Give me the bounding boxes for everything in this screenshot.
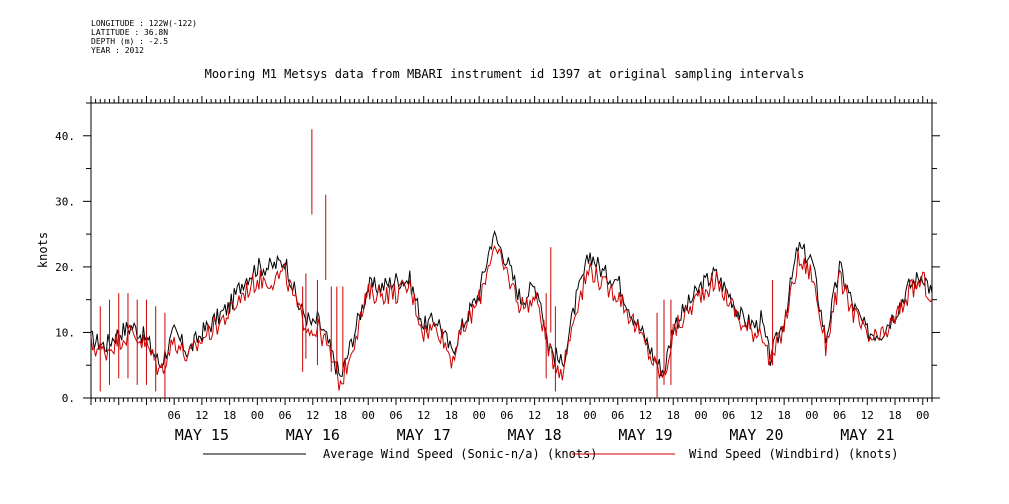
series-line-average-wind-speed: [90, 229, 933, 377]
latitude-label: LATITUDE : 36.8N: [91, 28, 169, 37]
series-line-windbird-wind-speed: [90, 245, 933, 391]
x-hour-tick-label: 06: [278, 409, 291, 422]
x-hour-tick-label: 06: [389, 409, 402, 422]
x-hour-tick-label: 06: [833, 409, 846, 422]
x-hour-tick-label: 00: [473, 409, 486, 422]
legend-label-windbird: Wind Speed (Windbird) (knots): [689, 447, 899, 461]
longitude-label: LONGITUDE : 122W(-122): [91, 19, 197, 28]
chart-title: Mooring M1 Metsys data from MBARI instru…: [204, 67, 805, 81]
x-day-label: MAY 21: [840, 426, 894, 444]
series-layer: [90, 129, 933, 398]
x-hour-tick-label: 18: [334, 409, 347, 422]
depth-label: DEPTH (m) : -2.5: [91, 37, 169, 46]
legend-label-average: Average Wind Speed (Sonic-n/a) (knots): [323, 447, 598, 461]
x-day-label: MAY 16: [286, 426, 340, 444]
x-hour-tick-label: 06: [722, 409, 735, 422]
x-hour-tick-label: 18: [778, 409, 791, 422]
x-hour-tick-label: 12: [750, 409, 763, 422]
x-day-label: MAY 18: [508, 426, 562, 444]
x-hour-tick-label: 12: [639, 409, 652, 422]
x-hour-tick-label: 12: [195, 409, 208, 422]
x-hour-tick-label: 12: [306, 409, 319, 422]
x-hour-tick-label: 18: [556, 409, 569, 422]
x-hour-tick-label: 06: [500, 409, 513, 422]
x-hour-tick-label: 18: [223, 409, 236, 422]
legend: Average Wind Speed (Sonic-n/a) (knots) Wi…: [203, 447, 899, 461]
axis-labels: 0. 10. 20. 30. 40. knots 06 12 18 00 06 12 18 00 06 12 1…: [36, 130, 929, 444]
x-hour-tick-label: 00: [694, 409, 707, 422]
year-label: YEAR : 2012: [91, 46, 144, 55]
x-hour-tick-label: 00: [251, 409, 264, 422]
y-tick-label: 0.: [62, 392, 75, 405]
x-hour-tick-label: 18: [888, 409, 901, 422]
y-tick-label: 10.: [55, 326, 75, 339]
y-tick-label: 40.: [55, 130, 75, 143]
axes-frame: [83, 96, 940, 405]
x-hour-tick-label: 00: [916, 409, 929, 422]
x-hour-tick-label: 06: [168, 409, 181, 422]
x-hour-tick-label: 12: [861, 409, 874, 422]
x-hour-tick-label: 06: [611, 409, 624, 422]
x-day-label: MAY 20: [729, 426, 783, 444]
x-hour-tick-label: 12: [417, 409, 430, 422]
x-day-label: MAY 17: [397, 426, 451, 444]
x-hour-tick-label: 18: [667, 409, 680, 422]
x-hour-tick-label: 18: [445, 409, 458, 422]
y-tick-label: 20.: [55, 261, 75, 274]
y-axis-label: knots: [36, 232, 50, 268]
x-hour-tick-label: 00: [583, 409, 596, 422]
x-hour-tick-label: 00: [362, 409, 375, 422]
plot-frame: [90, 102, 933, 399]
x-hour-tick-label: 00: [805, 409, 818, 422]
x-hour-tick-label: 12: [528, 409, 541, 422]
metadata-block: LONGITUDE : 122W(-122) LATITUDE : 36.8N …: [91, 19, 197, 55]
x-day-label: MAY 19: [618, 426, 672, 444]
y-tick-label: 30.: [55, 195, 75, 208]
x-day-label: MAY 15: [175, 426, 229, 444]
